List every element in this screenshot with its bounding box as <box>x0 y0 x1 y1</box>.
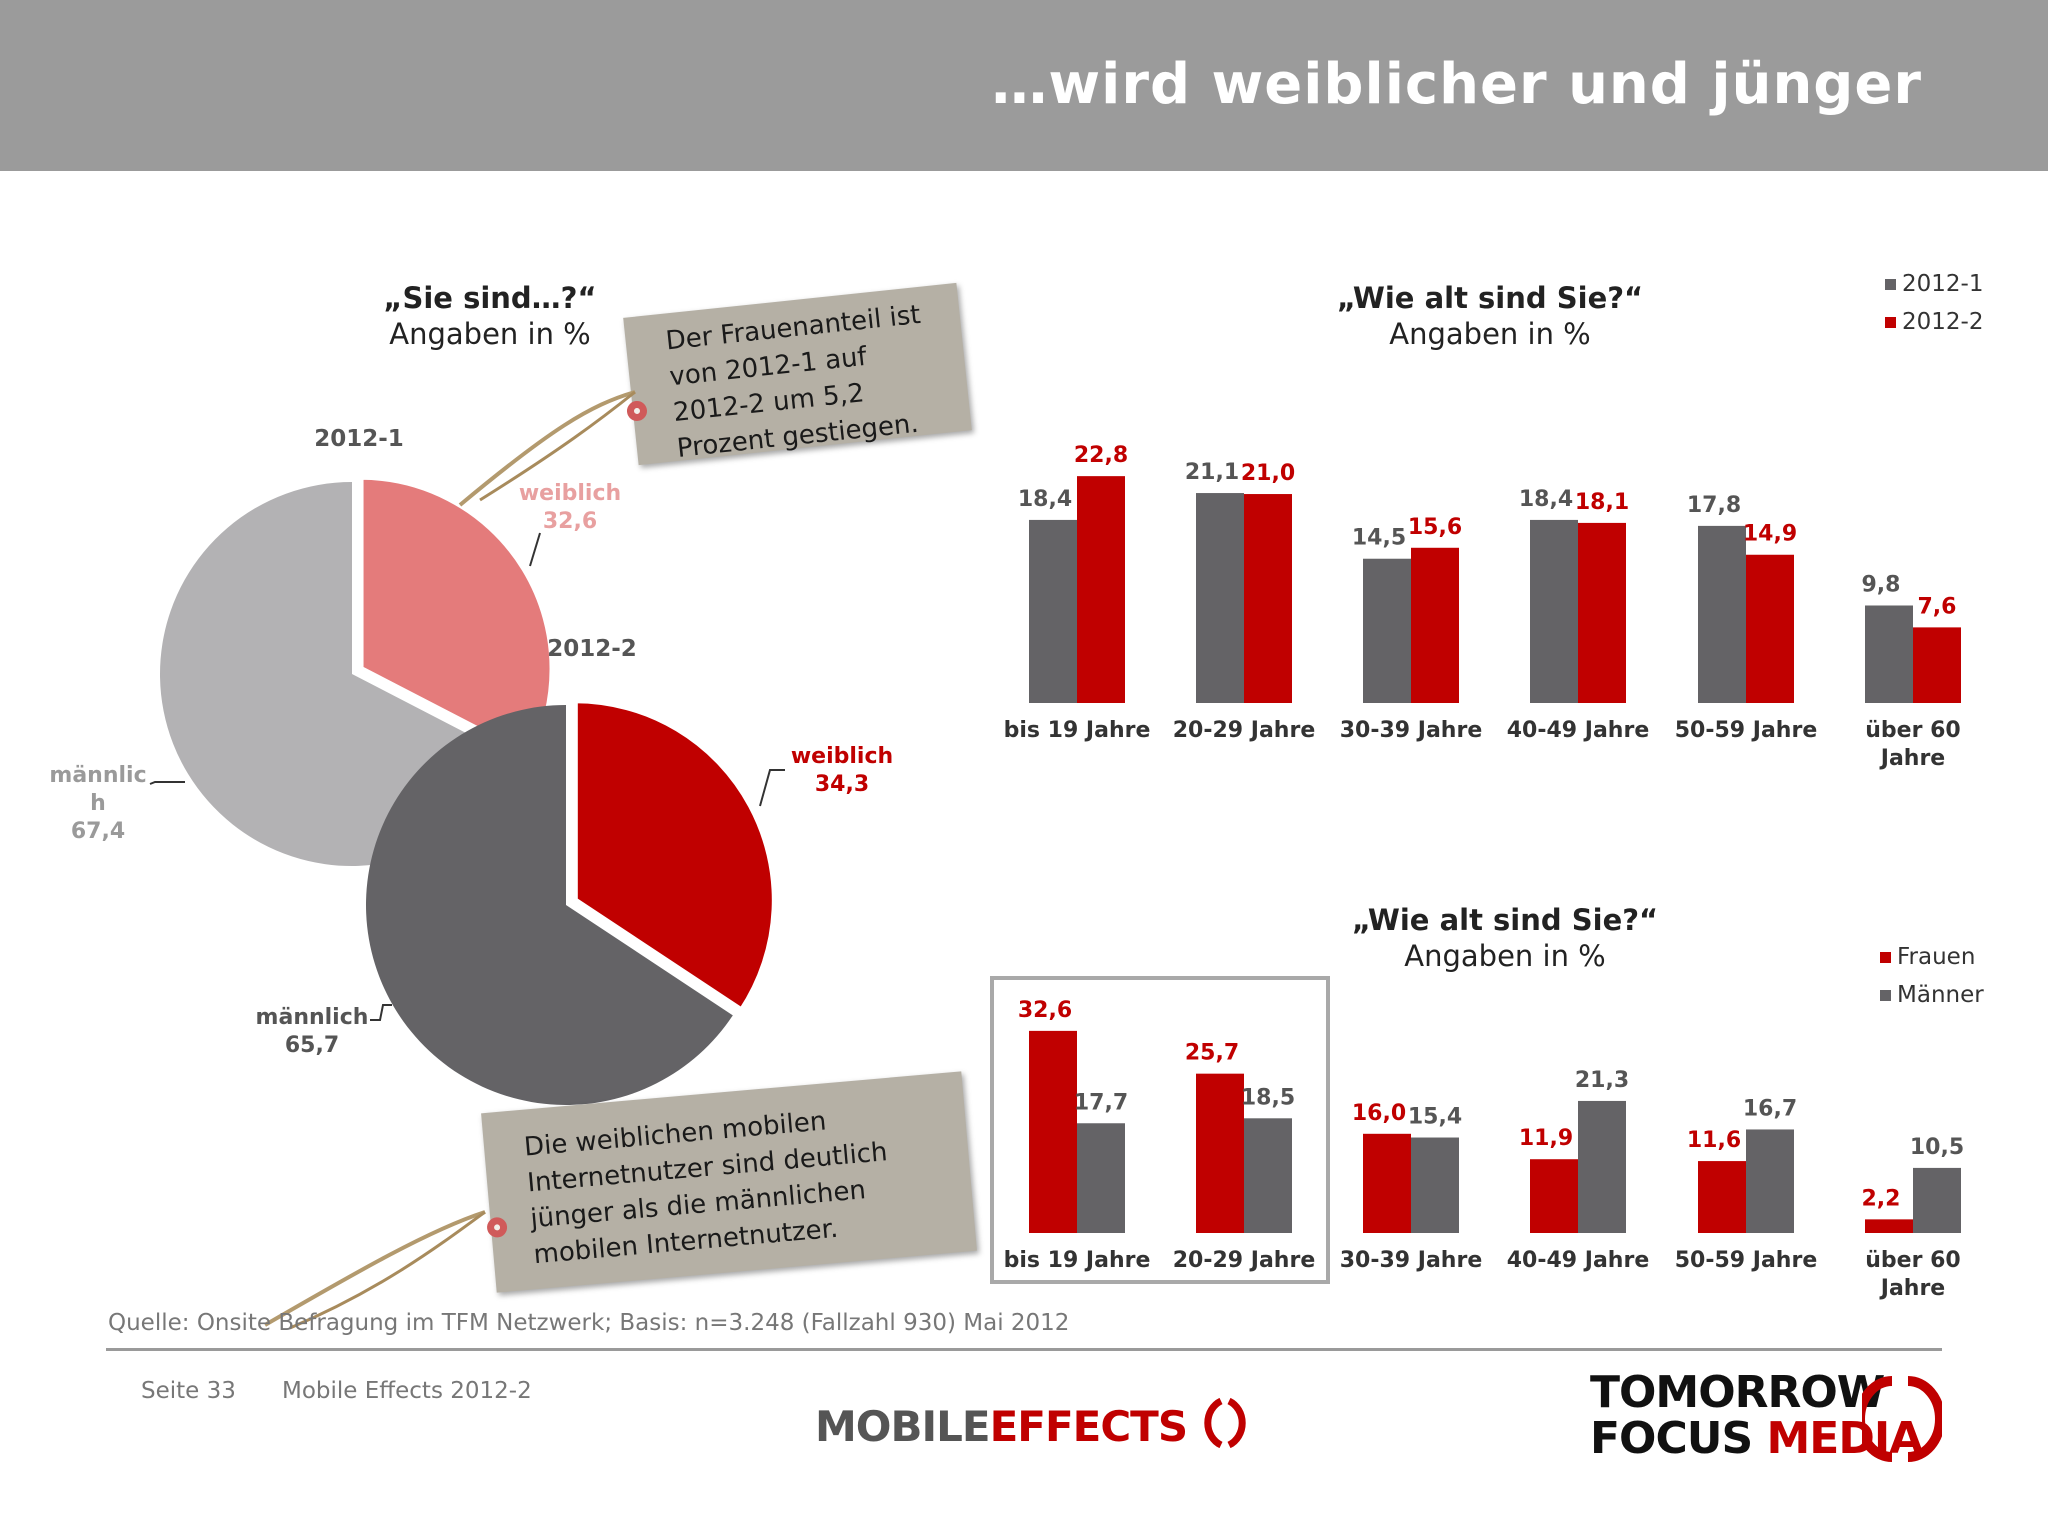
pie-w2-name: weiblich <box>791 744 893 769</box>
legend-label: Frauen <box>1897 944 1976 970</box>
leader-line-m1 <box>149 781 185 785</box>
logo-text-effects: EFFECTS <box>989 1402 1188 1451</box>
pie-m2-name: männlich <box>256 1005 369 1030</box>
top-chart-legend: 2012-1 2012-2 <box>1885 265 1983 341</box>
pie-subtitle: Angaben in % <box>389 317 591 351</box>
bottom-chart-title: „Wie alt sind Sie?“ Angaben in % <box>1305 902 1705 974</box>
top-chart-heading: „Wie alt sind Sie?“ <box>1336 281 1644 315</box>
pie-w2-value: 34,3 <box>815 772 869 797</box>
source-note: Quelle: Onsite Befragung im TFM Netzwerk… <box>108 1310 1070 1336</box>
tomorrow-focus-media-logo: TOMORROW FOCUS MEDIA <box>1590 1367 1924 1464</box>
leader-line-m2 <box>370 1004 392 1021</box>
pie-chart-title: „Sie sind…?“ Angaben in % <box>360 280 620 352</box>
document-name: Mobile Effects 2012-2 <box>282 1378 532 1404</box>
leader-line-w1 <box>529 532 541 567</box>
legend-item-2012-2: 2012-2 <box>1885 303 1983 341</box>
legend-label: 2012-1 <box>1902 271 1984 297</box>
pie-label-2012-2: 2012-2 <box>547 636 637 662</box>
legend-label: 2012-2 <box>1902 309 1984 335</box>
pie-m2-value: 65,7 <box>285 1033 339 1058</box>
page-number: Seite 33 <box>141 1378 236 1404</box>
legend-item-2012-1: 2012-1 <box>1885 265 1983 303</box>
header-bar: …wird weiblicher und jünger <box>0 0 2048 171</box>
logo-text-focus: FOCUS <box>1590 1413 1753 1464</box>
bottom-chart-legend: Frauen Männer <box>1880 938 1984 1014</box>
legend-swatch-red-icon <box>1880 951 1891 963</box>
logo-text-media: MEDIA <box>1766 1413 1924 1464</box>
logo-text-mobile: MOBILE <box>815 1402 991 1451</box>
top-chart-title: „Wie alt sind Sie?“ Angaben in % <box>1290 280 1690 352</box>
leader-line-w2 <box>759 769 785 807</box>
pie-title: „Sie sind…?“ <box>383 281 597 315</box>
pie-m1-name-b: h <box>90 791 106 816</box>
pie-m1-value: 67,4 <box>71 819 125 844</box>
pie-w1-value: 32,6 <box>543 509 597 534</box>
pie-label-2012-1: 2012-1 <box>314 426 404 452</box>
tag-string-top-icon <box>458 390 636 507</box>
footer-divider <box>106 1348 1942 1351</box>
legend-swatch-grey-icon <box>1880 989 1891 1001</box>
mobile-effects-logo: MOBILEEFFECTS <box>815 1395 1249 1451</box>
tfm-logo-ring-icon <box>1862 1376 1942 1462</box>
legend-swatch-grey-icon <box>1885 278 1896 290</box>
logo-ring-icon <box>1204 1397 1246 1449</box>
legend-swatch-red-icon <box>1885 316 1896 328</box>
legend-item-frauen: Frauen <box>1880 938 1984 976</box>
legend-label: Männer <box>1897 982 1984 1008</box>
legend-item-maenner: Männer <box>1880 976 1984 1014</box>
highlight-box <box>990 976 1330 1284</box>
pie-slice-maennlich-2012-2 <box>365 704 733 1105</box>
page-title: …wird weiblicher und jünger <box>991 52 1922 117</box>
pie-m1-name-a: männlic <box>49 763 146 788</box>
pie-w1-name: weiblich <box>519 481 621 506</box>
bottom-chart-subtitle: Angaben in % <box>1404 939 1606 973</box>
pie-slice-weiblich-2012-2 <box>571 697 778 1015</box>
tag-string-bottom-icon <box>263 1210 486 1330</box>
pie-2012-2 <box>365 697 778 1105</box>
top-chart-subtitle: Angaben in % <box>1389 317 1591 351</box>
bottom-chart-heading: „Wie alt sind Sie?“ <box>1351 903 1659 937</box>
logo-text-tomorrow: TOMORROW <box>1590 1367 1885 1418</box>
